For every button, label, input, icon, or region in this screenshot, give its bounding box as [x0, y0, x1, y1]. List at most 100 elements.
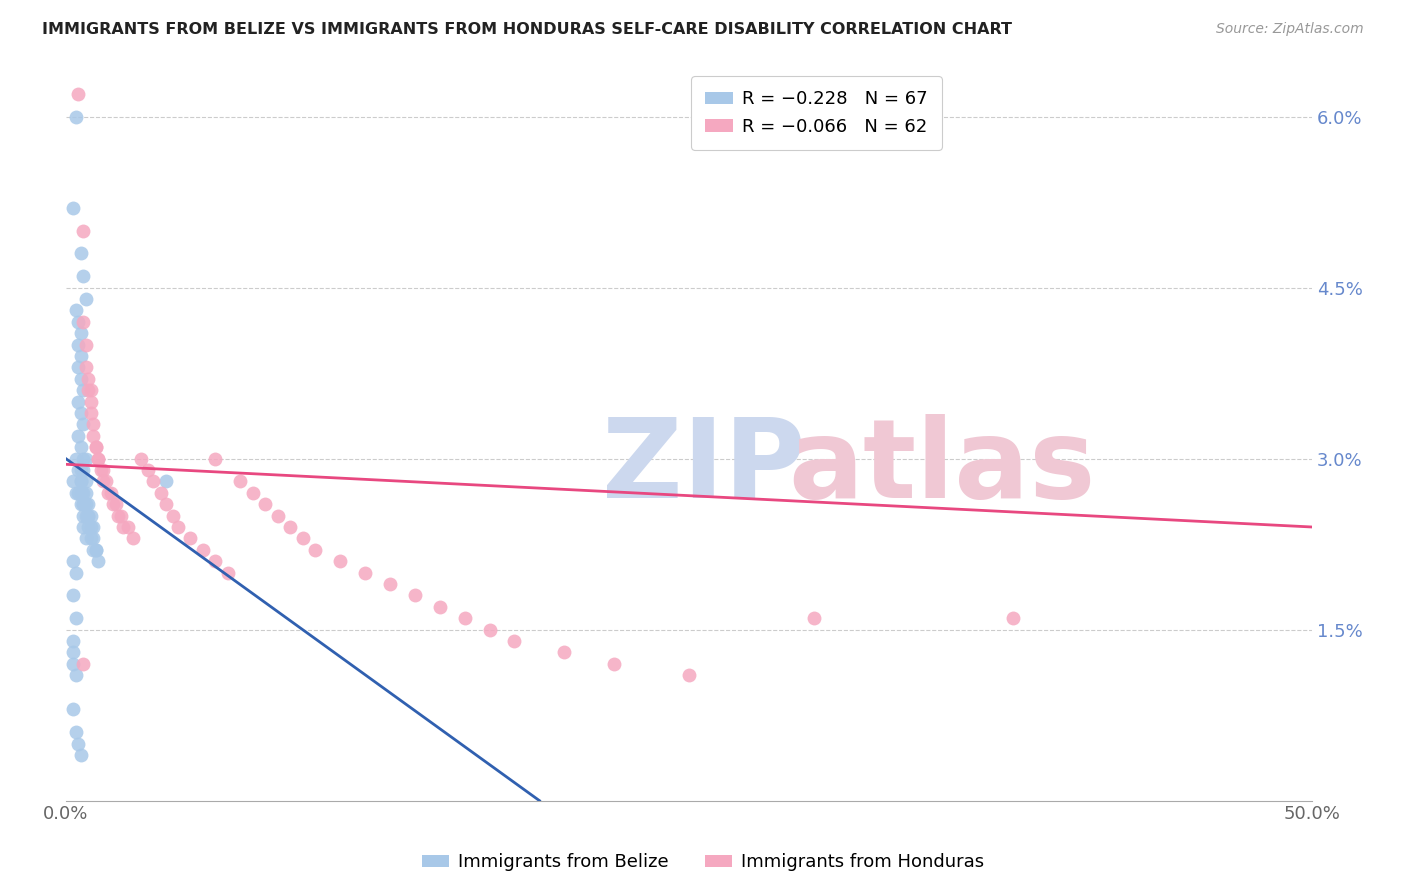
Text: IMMIGRANTS FROM BELIZE VS IMMIGRANTS FROM HONDURAS SELF-CARE DISABILITY CORRELAT: IMMIGRANTS FROM BELIZE VS IMMIGRANTS FRO… — [42, 22, 1012, 37]
Point — [75, 485, 97, 500]
Point — [72, 508, 94, 523]
Point — [229, 475, 252, 489]
Point — [69, 246, 91, 260]
Text: Source: ZipAtlas.com: Source: ZipAtlas.com — [1216, 22, 1364, 37]
Point — [84, 440, 107, 454]
Point — [69, 485, 91, 500]
Legend: Immigrants from Belize, Immigrants from Honduras: Immigrants from Belize, Immigrants from … — [415, 847, 991, 879]
Point — [97, 485, 120, 500]
Point — [142, 475, 165, 489]
Point — [72, 657, 94, 671]
Point — [91, 463, 114, 477]
Point — [84, 542, 107, 557]
Point — [162, 508, 184, 523]
Point — [453, 611, 475, 625]
Point — [80, 520, 103, 534]
Point — [75, 337, 97, 351]
Point — [69, 349, 91, 363]
Point — [69, 372, 91, 386]
Point — [429, 599, 451, 614]
Point — [65, 725, 87, 739]
Point — [69, 475, 91, 489]
Point — [67, 737, 90, 751]
Point — [72, 269, 94, 284]
Point — [62, 634, 84, 648]
Point — [72, 497, 94, 511]
Point — [101, 497, 124, 511]
Point — [1002, 611, 1025, 625]
Point — [91, 475, 114, 489]
Point — [62, 554, 84, 568]
Point — [65, 110, 87, 124]
Point — [65, 611, 87, 625]
Point — [72, 315, 94, 329]
Point — [204, 451, 226, 466]
Point — [80, 532, 103, 546]
Point — [354, 566, 377, 580]
Point — [77, 497, 100, 511]
Legend: R = −0.228   N = 67, R = −0.066   N = 62: R = −0.228 N = 67, R = −0.066 N = 62 — [692, 76, 942, 150]
Point — [65, 485, 87, 500]
Point — [84, 542, 107, 557]
Point — [254, 497, 277, 511]
Point — [167, 520, 190, 534]
Point — [204, 554, 226, 568]
Point — [72, 451, 94, 466]
Point — [77, 520, 100, 534]
Point — [179, 532, 201, 546]
Point — [75, 360, 97, 375]
Point — [329, 554, 352, 568]
Point — [87, 451, 110, 466]
Point — [75, 451, 97, 466]
Point — [82, 542, 104, 557]
Point — [266, 508, 288, 523]
Point — [75, 532, 97, 546]
Point — [72, 497, 94, 511]
Point — [69, 440, 91, 454]
Point — [155, 497, 177, 511]
Point — [191, 542, 214, 557]
Point — [291, 532, 314, 546]
Point — [69, 326, 91, 341]
Point — [94, 475, 117, 489]
Point — [67, 429, 90, 443]
Point — [100, 485, 122, 500]
Point — [678, 668, 700, 682]
Point — [65, 303, 87, 318]
Point — [107, 508, 129, 523]
Point — [77, 383, 100, 397]
Point — [122, 532, 145, 546]
Point — [72, 417, 94, 432]
Point — [62, 657, 84, 671]
Point — [65, 451, 87, 466]
Point — [378, 577, 401, 591]
Point — [82, 429, 104, 443]
Point — [87, 451, 110, 466]
Point — [77, 508, 100, 523]
Point — [72, 520, 94, 534]
Point — [72, 383, 94, 397]
Point — [80, 508, 103, 523]
Point — [72, 463, 94, 477]
Point — [69, 497, 91, 511]
Point — [82, 417, 104, 432]
Point — [112, 520, 135, 534]
Point — [404, 589, 426, 603]
Point — [104, 497, 127, 511]
Point — [90, 463, 112, 477]
Point — [69, 747, 91, 762]
Point — [62, 702, 84, 716]
Point — [304, 542, 326, 557]
Point — [67, 463, 90, 477]
Point — [62, 201, 84, 215]
Point — [503, 634, 526, 648]
Point — [69, 406, 91, 420]
Point — [242, 485, 264, 500]
Point — [75, 292, 97, 306]
Point — [62, 589, 84, 603]
Point — [82, 532, 104, 546]
Point — [117, 520, 139, 534]
Point — [80, 406, 103, 420]
Point — [77, 372, 100, 386]
Point — [75, 497, 97, 511]
